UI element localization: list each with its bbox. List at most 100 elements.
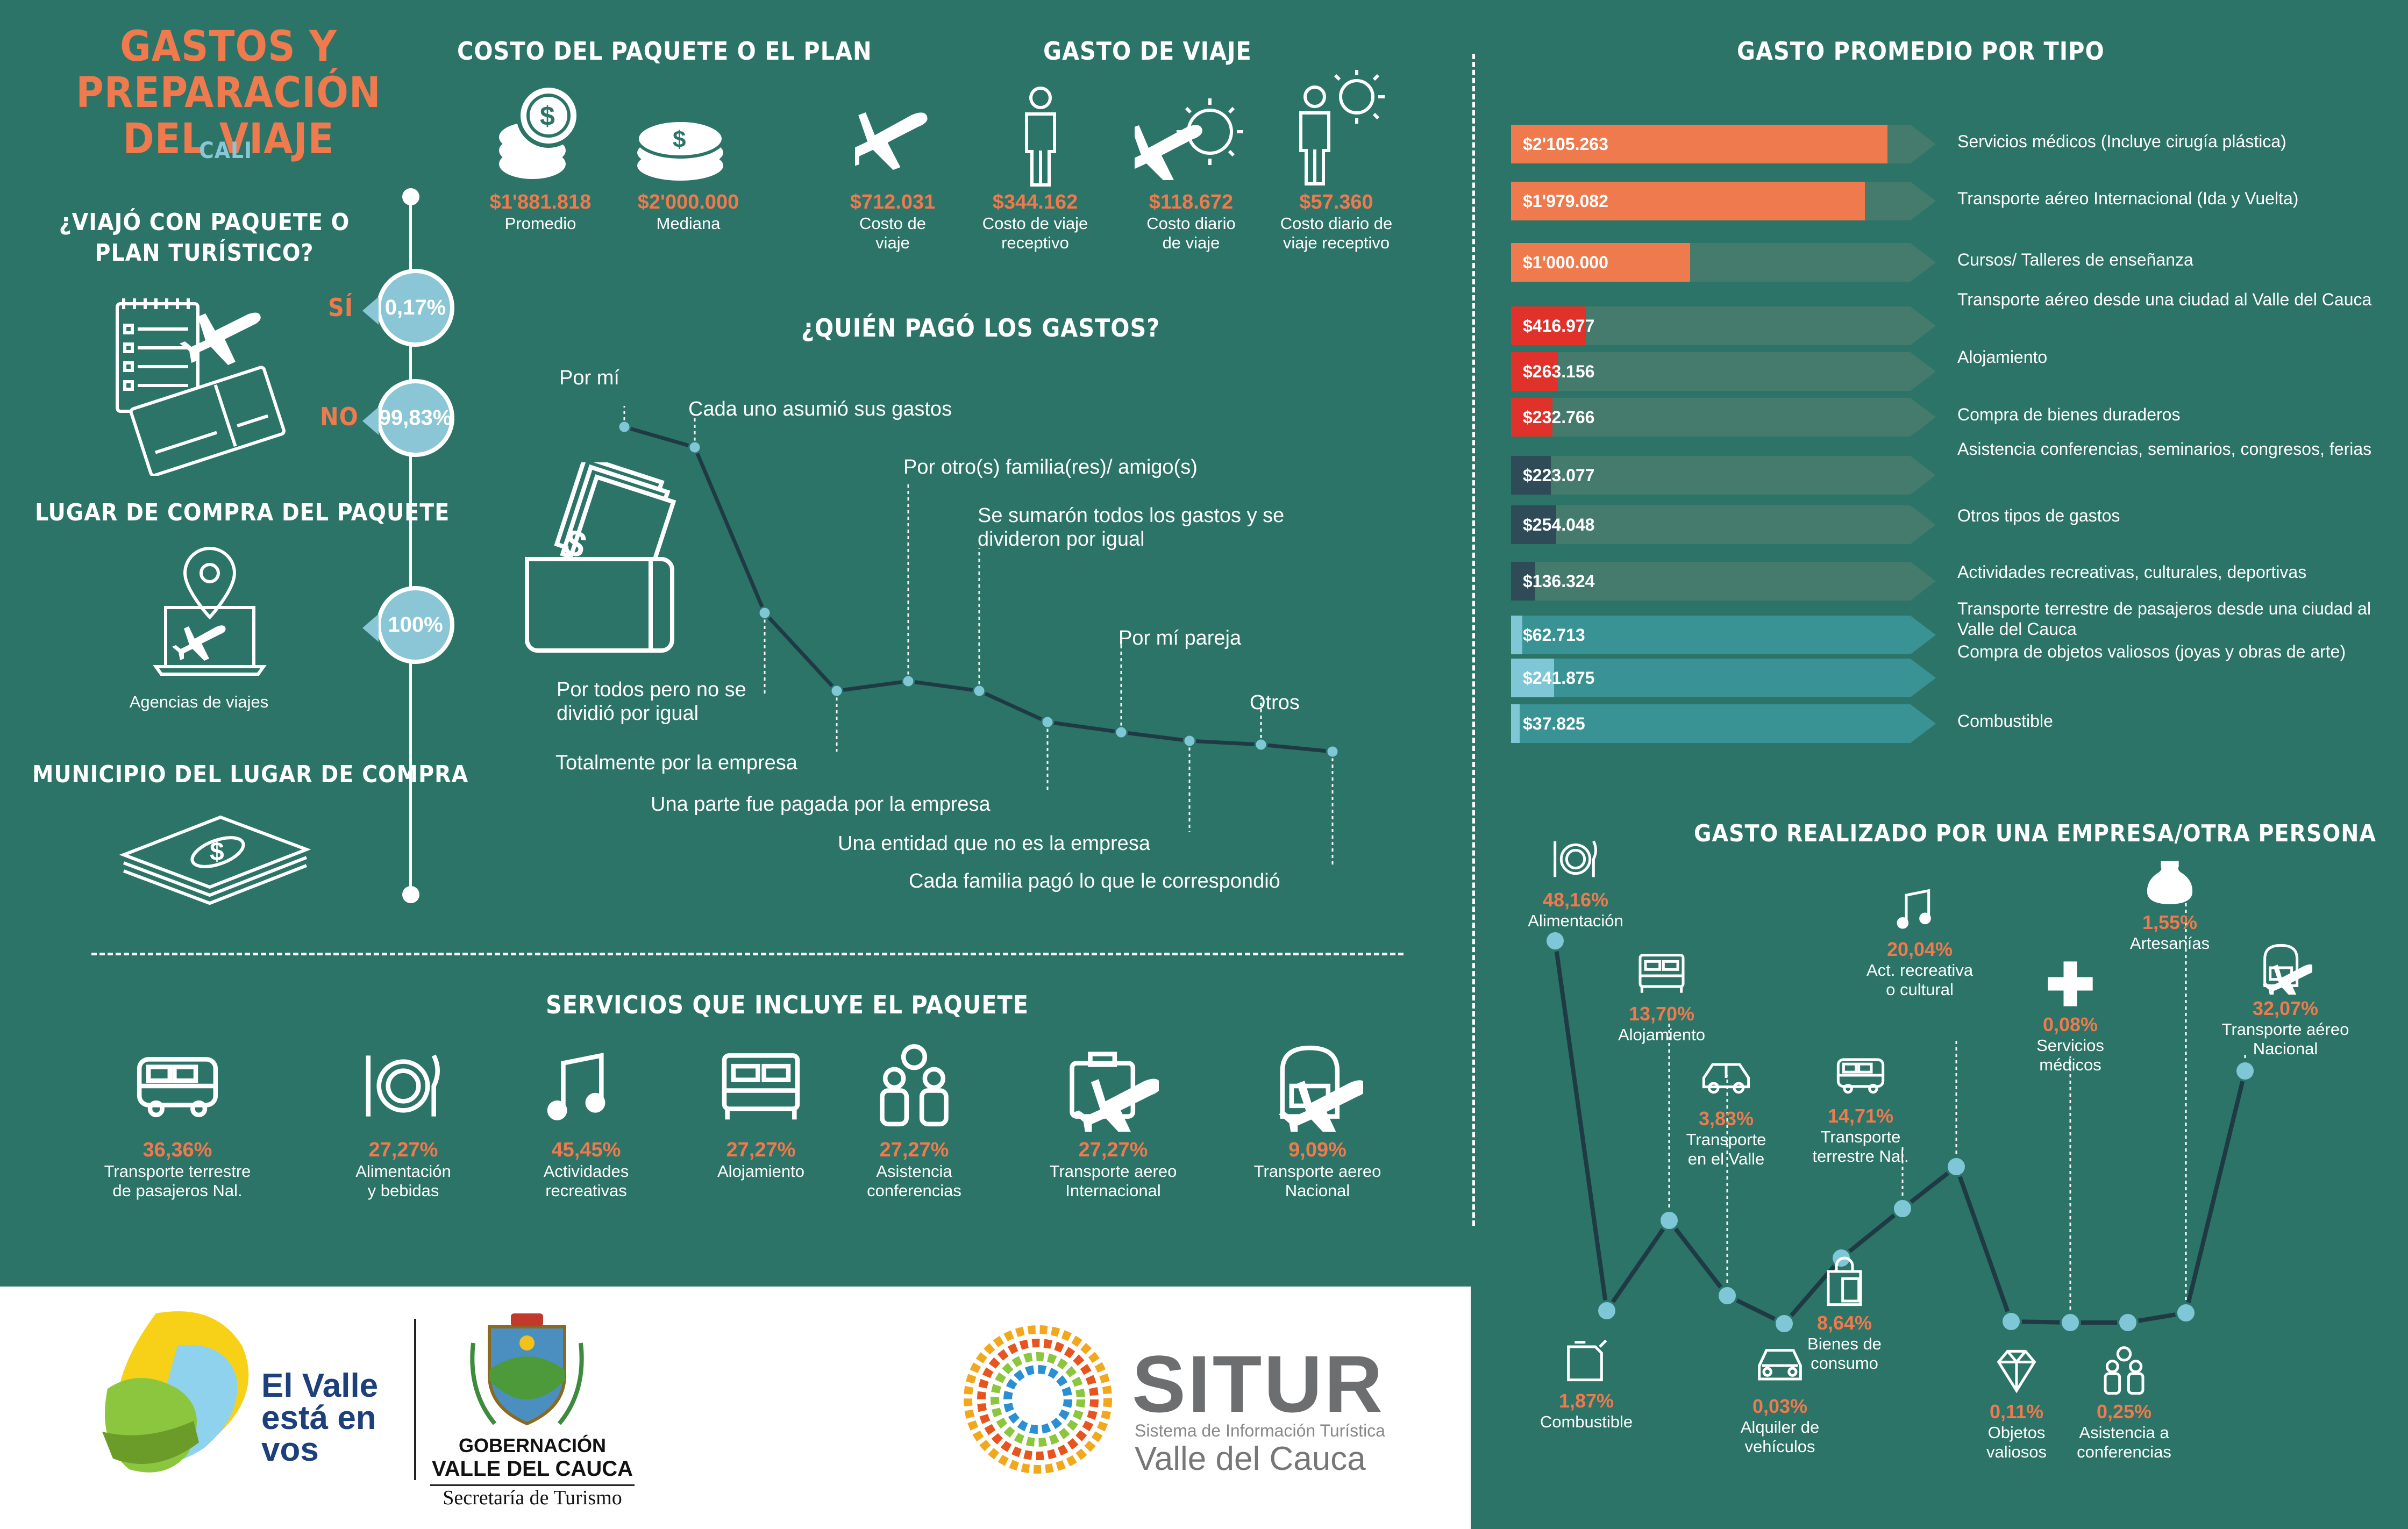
company-spend-item: 0,11% Objetos valiosos: [1947, 1344, 2086, 1461]
service-percentage: 27,27%: [879, 1139, 949, 1161]
bar-row: $254.048 Otros tipos de gastos: [1511, 505, 2318, 553]
company-spend-item: 48,16% Alimentación: [1506, 832, 1645, 931]
company-spend-label: Artesanías: [2129, 934, 2210, 953]
timeline-line: [409, 196, 412, 895]
bar-row: $37.825 Combustible: [1511, 704, 2318, 752]
service-item: 45,45% Actividades recreativas: [505, 1040, 667, 1200]
bar-label: Transporte aéreo Internacional (Ida y Vu…: [1957, 189, 2299, 208]
person-sun-icon: [1299, 70, 1385, 185]
coat-of-arms-icon: [470, 1313, 584, 1426]
service-percentage: 36,36%: [143, 1139, 212, 1161]
service-item: 27,27% Alojamiento: [680, 1040, 842, 1181]
who-paid-label: Cada familia pagó lo que le correspondió: [909, 870, 1280, 892]
company-spend-point: [2175, 1302, 2197, 1324]
bar-value: $37.825: [1523, 714, 1585, 733]
trip-cost-item: $344.162 Costo de viaje receptivo: [982, 191, 1088, 252]
svg-text:$: $: [540, 101, 555, 131]
bar-fill: [1511, 704, 1520, 743]
footer: El Valle está en vos GOBERNACIÓN VALLE DEL…: [0, 1287, 1471, 1529]
bus-icon: [1791, 1048, 1930, 1105]
suitcase-plane-icon: [1032, 1040, 1194, 1140]
bar-row: $232.766 Compra de bienes duraderos: [1511, 398, 2318, 445]
bar-fill: [1511, 352, 1558, 391]
trip-cost-item: $118.672 Costo diario de viaje: [1146, 191, 1236, 252]
bar-label: Alojamiento: [1957, 347, 2048, 367]
bar-track: [1511, 505, 1936, 544]
who-paid-label: Por otro(s) familia(res)/ amigo(s): [903, 456, 1198, 478]
money-stack-icon: $: [119, 815, 311, 905]
company-spend-percentage: 1,87%: [1558, 1390, 1614, 1412]
service-item: 9,09% Transporte aereo Nacional: [1237, 1040, 1398, 1200]
company-spend-item: 1,55% Artesanías: [2100, 855, 2240, 953]
bar-value: $241.875: [1523, 668, 1595, 688]
service-item: 36,36% Transporte terrestre de pasajeros N…: [97, 1040, 258, 1200]
purchase-place-title: LUGAR DE COMPRA DEL PAQUETE: [35, 499, 450, 526]
who-paid-title: ¿QUIÉN PAGÓ LOS GASTOS?: [801, 313, 1160, 342]
service-label: Nacional: [1285, 1181, 1350, 1200]
airplane-sun-icon: [1135, 98, 1243, 180]
company-spend-percentage: 20,04%: [1886, 938, 1953, 960]
bed-icon: [1592, 946, 1732, 1003]
service-percentage: 9,09%: [1288, 1139, 1347, 1161]
plan-cost-median: $2'000.000 Mediana: [637, 191, 739, 233]
who-paid-label: Por mí: [559, 367, 619, 389]
situr-subtitle: Sistema de Información Turística: [1135, 1421, 1385, 1440]
bar-label: Servicios médicos (Incluye cirugía plást…: [1957, 132, 2286, 151]
music-icon: [505, 1040, 667, 1134]
footer-divider: [414, 1319, 416, 1480]
plan-cost-title: COSTO DEL PAQUETE O EL PLAN: [457, 37, 872, 66]
avg-by-type-title: GASTO PROMEDIO POR TIPO: [1737, 37, 2105, 66]
company-spend-percentage: 32,07%: [2252, 997, 2319, 1019]
company-spend-label: Servicios: [2036, 1036, 2104, 1055]
trip-cost-item: $57.360 Costo diario de viaje receptivo: [1280, 191, 1393, 252]
who-paid-label: Totalmente por la empresa: [555, 752, 797, 774]
company-spend-item: 0,25% Asistencia a conferencias: [2054, 1344, 2194, 1461]
company-spend-percentage: 0,03%: [1752, 1395, 1808, 1417]
municipality-title: MUNICIPIO DEL LUGAR DE COMPRA: [32, 761, 469, 788]
bar-label: Compra de objetos valiosos (joyas y obra…: [1957, 642, 2346, 661]
who-paid-label: Cada uno asumió sus gastos: [688, 398, 952, 420]
company-spend-label: Alimentación: [1528, 911, 1623, 930]
service-label: Transporte aereo: [1049, 1162, 1177, 1181]
company-spend-item: 1,87% Combustible: [1516, 1333, 1656, 1432]
medical-cross-icon: [2000, 957, 2140, 1013]
company-spend-item: 0,03% Alquiler de vehículos: [1710, 1339, 1850, 1456]
bed-icon: [680, 1040, 842, 1134]
timeline-dot-bottom: [402, 886, 419, 903]
situr-name: SITUR: [1132, 1339, 1385, 1429]
company-spend-item: 13,70% Alojamiento: [1592, 946, 1732, 1045]
company-spend-point: [1544, 930, 1566, 952]
location-laptop-icon: [153, 546, 267, 676]
bar-fill: [1511, 306, 1586, 345]
bar-fill: [1511, 562, 1535, 601]
company-spend-label: o cultural: [1886, 980, 1954, 999]
company-spend-item: 8,64% Bienes de consumo: [1775, 1255, 1914, 1373]
service-percentage: 27,27%: [1078, 1139, 1148, 1161]
company-spend-item: 20,04% Act. recreativa o cultural: [1850, 882, 1990, 999]
car-icon: [1656, 1051, 1796, 1108]
company-spend-percentage: 8,64%: [1816, 1312, 1872, 1334]
company-spend-label: terrestre Nal.: [1812, 1146, 1909, 1166]
el-valle-logo-icon: [102, 1311, 249, 1473]
bar-label: Actividades recreativas, culturales, dep…: [1957, 562, 2307, 582]
company-spend-label: Alquiler de: [1740, 1418, 1820, 1437]
service-label: conferencias: [867, 1181, 961, 1200]
company-spend-item: 3,83% Transporte en el Valle: [1656, 1051, 1796, 1168]
situr-logo-icon: [964, 1325, 1112, 1474]
trip-cost-title: GASTO DE VIAJE: [1043, 37, 1252, 66]
company-spend-title: GASTO REALIZADO POR UNA EMPRESA/OTRA PER…: [1694, 820, 2376, 847]
service-label: Asistencia: [876, 1162, 952, 1181]
music-icon: [1850, 882, 1990, 938]
company-spend-label: Transporte: [1820, 1127, 1901, 1146]
document-plane-icon: [116, 298, 286, 476]
service-label: Transporte aereo: [1253, 1162, 1381, 1181]
bar-label: Otros tipos de gastos: [1957, 506, 2120, 525]
horizontal-divider: [91, 953, 1404, 955]
diamond-icon: [1947, 1344, 2086, 1401]
airplane-icon: [855, 112, 928, 170]
bar-fill: [1511, 659, 1554, 697]
purchase-percentage: 100%: [388, 613, 443, 637]
el-valle-text: El Valle está en vos: [261, 1367, 379, 1469]
service-label: Alojamiento: [717, 1162, 804, 1181]
bar-row: $1'979.082 Transporte aéreo Internacional…: [1511, 182, 2318, 229]
